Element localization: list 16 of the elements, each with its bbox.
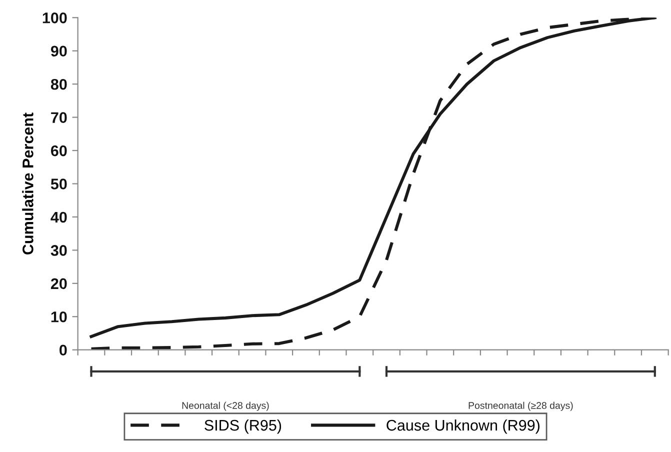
y-tick-label: 0	[60, 344, 67, 356]
legend-label: SIDS (R95)	[204, 419, 282, 434]
y-tick-label: 10	[51, 311, 67, 322]
y-tick-label: 70	[51, 112, 67, 123]
y-tick-label: 30	[50, 245, 67, 256]
y-tick-label: 60	[50, 145, 67, 156]
y-tick-label: 20	[50, 278, 67, 290]
legend-label: Cause Unknown (R99)	[386, 419, 540, 434]
y-tick-label: 90	[50, 46, 67, 57]
text: Neonatal (<28 days)	[182, 402, 269, 411]
y-tick-label: 80	[50, 78, 67, 90]
y-tick-label: 50	[50, 178, 67, 190]
y-tick-label: 100	[42, 12, 67, 24]
text: Postneonatal (≥28 days)	[468, 402, 573, 411]
y-tick-label: 40	[50, 212, 67, 223]
y-axis-title: Cumulative Percent	[22, 112, 34, 254]
